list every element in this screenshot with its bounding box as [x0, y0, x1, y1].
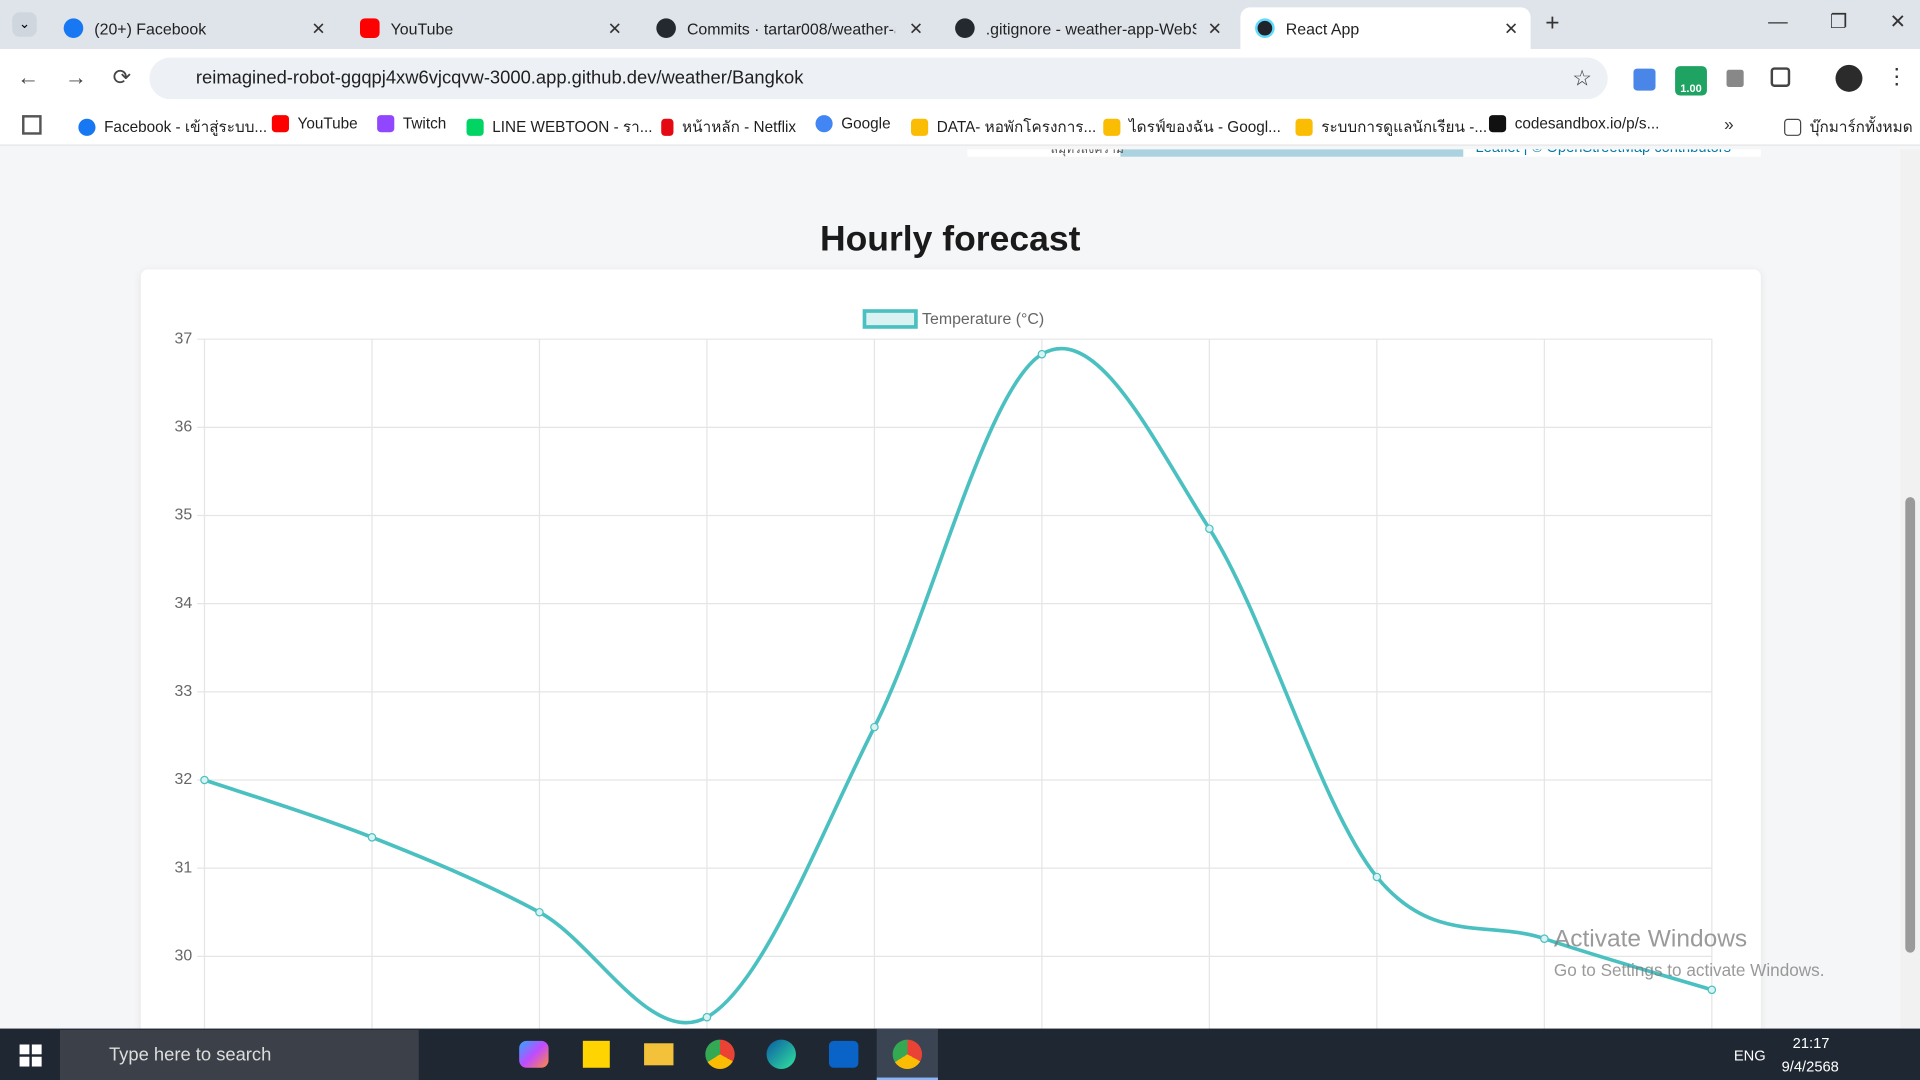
tab-title: React App: [1285, 18, 1360, 38]
extension-icon[interactable]: [1633, 68, 1656, 91]
y-tick-label: 36: [175, 419, 193, 436]
start-button[interactable]: [19, 1044, 42, 1067]
bookmark[interactable]: ไดรฟ์ของฉัน - Googl...: [1103, 115, 1281, 139]
legend-swatch: [862, 309, 918, 329]
url-text: reimagined-robot-ggqpj4xw6vjcqvw-3000.ap…: [195, 67, 804, 89]
window-controls[interactable]: — ❐ ✕: [1768, 12, 1907, 34]
tab[interactable]: Commits · tartar008/weather-ap ✕: [642, 7, 936, 49]
apps[interactable]: [22, 115, 42, 135]
tab-title: YouTube: [390, 18, 454, 38]
plot: 30 31 32 33 34 35 36 37 Temperature (°C): [175, 309, 1717, 1029]
bookmark[interactable]: หน้าหลัก - Netflix: [661, 115, 796, 139]
bookmark[interactable]: LINE WEBTOON - รา...: [466, 115, 653, 139]
profile[interactable]: [1835, 64, 1863, 92]
point: [870, 722, 879, 732]
tab-title: Commits · tartar008/weather-ap: [686, 18, 896, 38]
bookmark-text: บุ๊กมาร์กทั้งหมด: [1809, 118, 1913, 136]
bookmark-text: Google: [841, 115, 891, 133]
search-text: Type here to search: [108, 1044, 272, 1066]
bookmark[interactable]: Facebook - เข้าสู่ระบบ...: [78, 115, 267, 139]
y-tick-label: 37: [175, 330, 193, 347]
point: [200, 775, 209, 785]
tab[interactable]: .gitignore - weather-app-WebS ✕: [940, 7, 1234, 49]
map-place: สมุทรสงคราม: [1051, 149, 1124, 157]
y-tick-label: 35: [175, 507, 193, 524]
bookmarks-bar: [0, 107, 1920, 146]
language[interactable]: ENG: [1733, 1046, 1766, 1065]
point: [367, 833, 377, 842]
clock-time[interactable]: 21:17: [1792, 1034, 1830, 1052]
nav-buttons[interactable]: ← → ⟳: [17, 64, 132, 90]
y-tick-label: 34: [175, 595, 193, 612]
app-icon[interactable]: [644, 1043, 674, 1066]
tab[interactable]: (20+) Facebook ✕: [49, 7, 338, 49]
extension-badge[interactable]: 1.00: [1675, 66, 1707, 96]
app-icon[interactable]: [766, 1039, 796, 1069]
bookmark[interactable]: DATA- หอพักโครงการ...: [911, 115, 1096, 139]
extensions-menu[interactable]: [1770, 67, 1791, 87]
scrollbar[interactable]: [1900, 149, 1920, 1029]
bookmark-text: หน้าหลัก - Netflix: [682, 118, 797, 136]
point: [1707, 985, 1717, 995]
map-attribution: Leaflet | © OpenStreetMap contributors: [1476, 149, 1731, 155]
tab-title: .gitignore - weather-app-WebS: [985, 18, 1197, 38]
search-box[interactable]: Type here to search: [60, 1029, 419, 1080]
y-tick-label: 31: [175, 859, 193, 876]
map-water: [1120, 149, 1464, 157]
bookmark[interactable]: Twitch: [377, 115, 447, 133]
new-tab[interactable]: +: [1545, 9, 1560, 37]
app-icon[interactable]: [828, 1040, 859, 1068]
bookmark-text: codesandbox.io/p/s...: [1514, 115, 1660, 133]
clock-date[interactable]: 9/4/2568: [1781, 1057, 1839, 1076]
legend-label: Temperature (°C): [922, 311, 1044, 328]
bookmark-text: DATA- หอพักโครงการ...: [936, 118, 1097, 136]
bookmark-text: YouTube: [297, 115, 358, 133]
bookmark-text: Twitch: [402, 115, 447, 133]
watermark-subtitle: Go to Settings to activate Windows.: [1553, 960, 1825, 980]
app-icon[interactable]: [519, 1040, 549, 1068]
chart-title: Hourly forecast: [820, 219, 1081, 259]
chart-card: [140, 269, 1761, 1029]
point: [702, 1012, 712, 1022]
bookmark-text: ไดรฟ์ของฉัน - Googl...: [1128, 118, 1281, 136]
app-icon[interactable]: [705, 1039, 735, 1069]
line: [203, 346, 1713, 1025]
y-tick-label: 33: [175, 683, 193, 700]
bookmark[interactable]: Google: [815, 115, 891, 133]
bookmark[interactable]: codesandbox.io/p/s...: [1488, 115, 1660, 133]
all-bookmarks[interactable]: บุ๊กมาร์กทั้งหมด: [1784, 115, 1913, 139]
menu[interactable]: ⋮: [1885, 63, 1908, 89]
bookmark-text: LINE WEBTOON - รา...: [492, 118, 653, 136]
tab-search[interactable]: ⌄: [12, 12, 37, 37]
extension-icon[interactable]: [1726, 69, 1744, 87]
point: [1037, 349, 1047, 359]
point: [535, 907, 544, 917]
tab-active[interactable]: React App ✕: [1240, 7, 1531, 49]
tab[interactable]: YouTube ✕: [345, 7, 634, 49]
y-tick-label: 30: [175, 948, 193, 965]
y-tick-label: 32: [175, 771, 193, 788]
address-bar[interactable]: reimagined-robot-ggqpj4xw6vjcqvw-3000.ap…: [149, 57, 1608, 100]
tab-title: (20+) Facebook: [94, 18, 207, 38]
page-content: สมุทรสงคราม Leaflet | © OpenStreetMap co…: [140, 149, 1761, 1029]
bookmark[interactable]: YouTube: [271, 115, 358, 133]
bookmark-text: ระบบการดูแลนักเรียน -...: [1321, 118, 1488, 136]
watermark-title: Activate Windows: [1553, 925, 1748, 953]
app-active[interactable]: [876, 1028, 938, 1080]
bookmark-star[interactable]: ☆: [1572, 66, 1593, 91]
bookmark[interactable]: ระบบการดูแลนักเรียน -...: [1295, 115, 1488, 139]
bookmark-text: Facebook - เข้าสู่ระบบ...: [104, 118, 268, 136]
point: [1372, 872, 1382, 882]
app-icon[interactable]: [582, 1040, 610, 1068]
point: [1540, 934, 1549, 943]
more-bookmarks[interactable]: »: [1724, 113, 1734, 134]
point: [1205, 524, 1214, 534]
badge-text: 1.00: [1680, 82, 1702, 95]
